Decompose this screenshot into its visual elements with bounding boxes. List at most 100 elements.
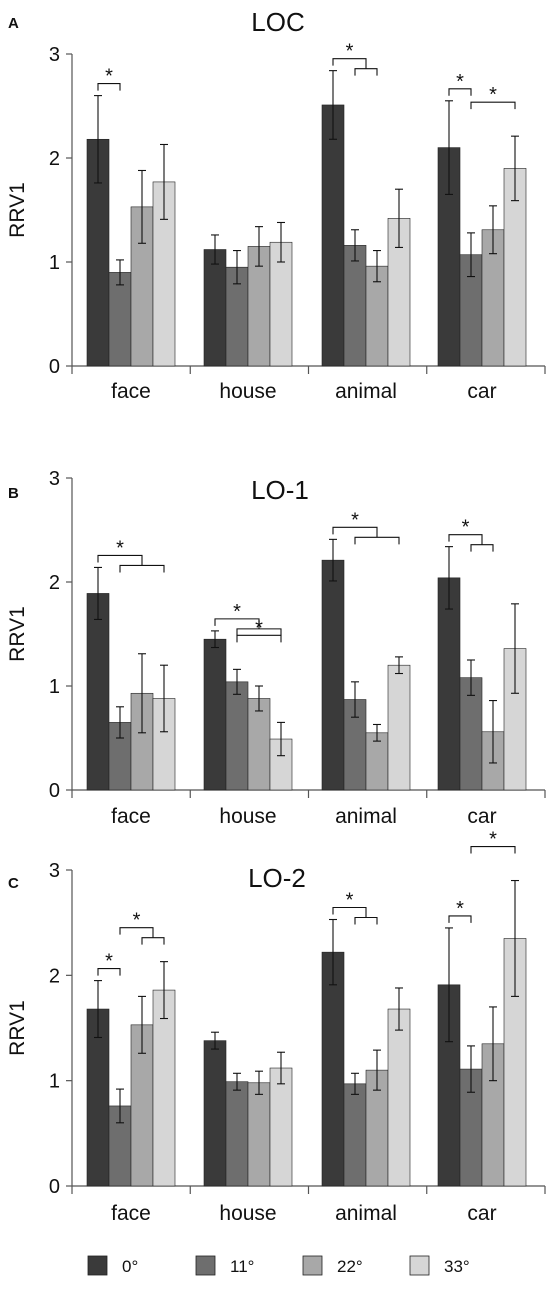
chart-panel-b: B LO-1 RRV1 0 1 2 3 face house animal car * * * * * [6,468,546,828]
x-tick-label: car [467,805,496,828]
panel-letter: A [8,15,19,32]
x-tick-label: animal [335,1202,397,1225]
bracket-line [448,88,472,96]
x-tick-label: car [467,1202,496,1225]
bracket-line [448,534,483,545]
bar-animal-series-1 [343,245,367,367]
x-tick-label: house [219,380,276,403]
bar-house-series-0 [203,638,227,791]
significance-star: * [489,84,497,106]
y-axis-label: RRV1 [6,606,29,662]
bracket-line [214,618,260,629]
legend-label: 11° [230,1257,254,1276]
significance-bracket: * [448,898,472,923]
bar-face-series-1 [108,272,132,367]
significance-bracket: * [214,601,282,636]
bracket-line [470,544,494,552]
significance-star: * [489,829,497,851]
panel-letter: B [8,485,19,502]
x-tick-label: animal [335,380,397,403]
bar-face-series-3 [152,989,176,1187]
bracket-line [141,937,165,945]
significance-star: * [456,71,464,93]
legend: 0° 11° 22° 33° [87,1255,470,1276]
y-tick-label: 3 [49,860,60,882]
significance-bracket: * [332,41,378,76]
legend-item: 33° [409,1255,470,1276]
legend-item: 22° [302,1255,363,1276]
significance-bracket: * [470,84,516,110]
x-tick-label: car [467,380,496,403]
legend-swatch [302,1255,323,1276]
bracket-line [332,58,367,69]
y-tick-label: 3 [49,468,60,490]
y-tick-label: 2 [49,965,60,987]
legend-label: 33° [444,1257,470,1276]
significance-bracket: * [97,951,121,976]
legend-label: 22° [337,1257,363,1276]
chart-title: LO-1 [251,475,309,505]
significance-bracket: * [97,66,121,91]
legend-item: 11° [195,1255,254,1276]
significance-bracket: * [236,617,282,643]
bracket-line [470,101,516,110]
significance-bracket: * [448,71,472,96]
bracket-line [332,526,378,538]
significance-bracket: * [97,537,165,573]
y-tick-label: 1 [49,676,60,698]
panel-letter: C [8,875,19,892]
bracket-line [354,68,378,76]
significance-star: * [233,601,241,623]
y-tick-label: 3 [49,44,60,66]
bar-house-series-3 [269,1067,293,1187]
bar-house-series-0 [203,249,227,367]
y-tick-label: 2 [49,148,60,170]
significance-star: * [462,517,470,539]
significance-star: * [116,537,124,559]
bracket-line [354,916,378,925]
significance-star: * [346,890,354,912]
legend-swatch [409,1255,430,1276]
y-tick-label: 0 [49,356,60,378]
significance-bracket: * [448,517,494,552]
y-tick-label: 2 [49,572,60,594]
bar-car-series-0 [437,577,461,791]
bracket-line [97,83,121,91]
significance-bracket: * [332,509,400,545]
bar-face-series-0 [86,593,110,791]
bracket-line [119,564,165,573]
legend-swatch [195,1255,216,1276]
bar-animal-series-3 [387,664,411,791]
chart-title: LOC [251,7,304,37]
y-tick-label: 0 [49,780,60,802]
bar-house-series-2 [247,1082,271,1187]
bar-animal-series-0 [321,104,345,367]
x-tick-label: house [219,805,276,828]
bracket-line [97,554,143,566]
significance-star: * [351,509,359,531]
y-tick-label: 1 [49,252,60,274]
bar-animal-series-0 [321,951,345,1187]
bar-house-series-1 [225,681,249,791]
bar-house-series-1 [225,1081,249,1187]
chart-panel-a: A LOC RRV1 0 1 2 3 face house animal car * * * * [6,7,546,403]
bracket-line [236,634,282,643]
bar-animal-series-3 [387,1008,411,1187]
x-tick-label: face [111,805,151,828]
legend-item: 0° [87,1255,138,1276]
legend-label: 0° [122,1257,138,1276]
significance-star: * [105,66,113,88]
significance-star: * [255,617,263,639]
bracket-line [470,845,516,854]
x-tick-label: face [111,1202,151,1225]
bracket-line [332,906,367,918]
bracket-line [354,536,400,545]
bar-animal-series-1 [343,1083,367,1187]
bar-animal-series-0 [321,559,345,791]
y-tick-label: 1 [49,1071,60,1093]
significance-star: * [105,951,113,973]
x-tick-label: animal [335,805,397,828]
chart-panel-c: C LO-2 RRV1 0 1 2 3 face house animal car * * * * * [6,829,546,1225]
bracket-line [119,927,154,938]
